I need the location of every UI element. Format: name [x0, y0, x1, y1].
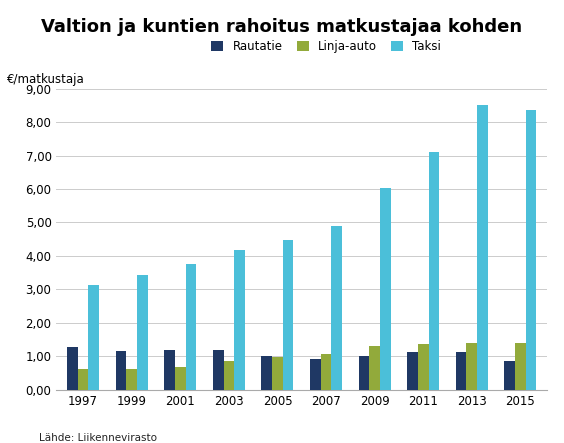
Bar — [116, 351, 126, 390]
Bar — [67, 347, 78, 390]
Bar — [164, 350, 175, 390]
Bar — [418, 344, 429, 390]
Bar — [477, 105, 488, 390]
Bar — [126, 369, 137, 390]
Bar — [369, 346, 380, 390]
Bar — [234, 249, 245, 390]
Bar — [429, 152, 439, 390]
Bar — [223, 361, 234, 390]
Bar — [262, 356, 272, 390]
Bar — [137, 275, 148, 390]
Bar — [213, 350, 223, 390]
Bar — [78, 369, 89, 390]
Legend: Rautatie, Linja-auto, Taksi: Rautatie, Linja-auto, Taksi — [212, 40, 441, 53]
Bar — [526, 110, 536, 390]
Bar — [456, 352, 466, 390]
Bar — [332, 226, 342, 390]
Bar — [359, 356, 369, 390]
Bar — [321, 354, 332, 390]
Bar — [272, 358, 283, 390]
Bar — [515, 343, 526, 390]
Bar — [283, 240, 293, 390]
Bar — [310, 359, 321, 390]
Bar — [407, 352, 418, 390]
Bar — [380, 188, 391, 390]
Bar — [466, 343, 477, 390]
Text: Valtion ja kuntien rahoitus matkustajaa kohden: Valtion ja kuntien rahoitus matkustajaa … — [41, 18, 523, 36]
Bar — [89, 285, 99, 390]
Bar — [186, 264, 196, 390]
Bar — [504, 361, 515, 390]
Text: Lähde: Liikennevirasto: Lähde: Liikennevirasto — [39, 433, 157, 443]
Text: €/matkustaja: €/matkustaja — [7, 73, 85, 85]
Bar — [175, 367, 186, 390]
